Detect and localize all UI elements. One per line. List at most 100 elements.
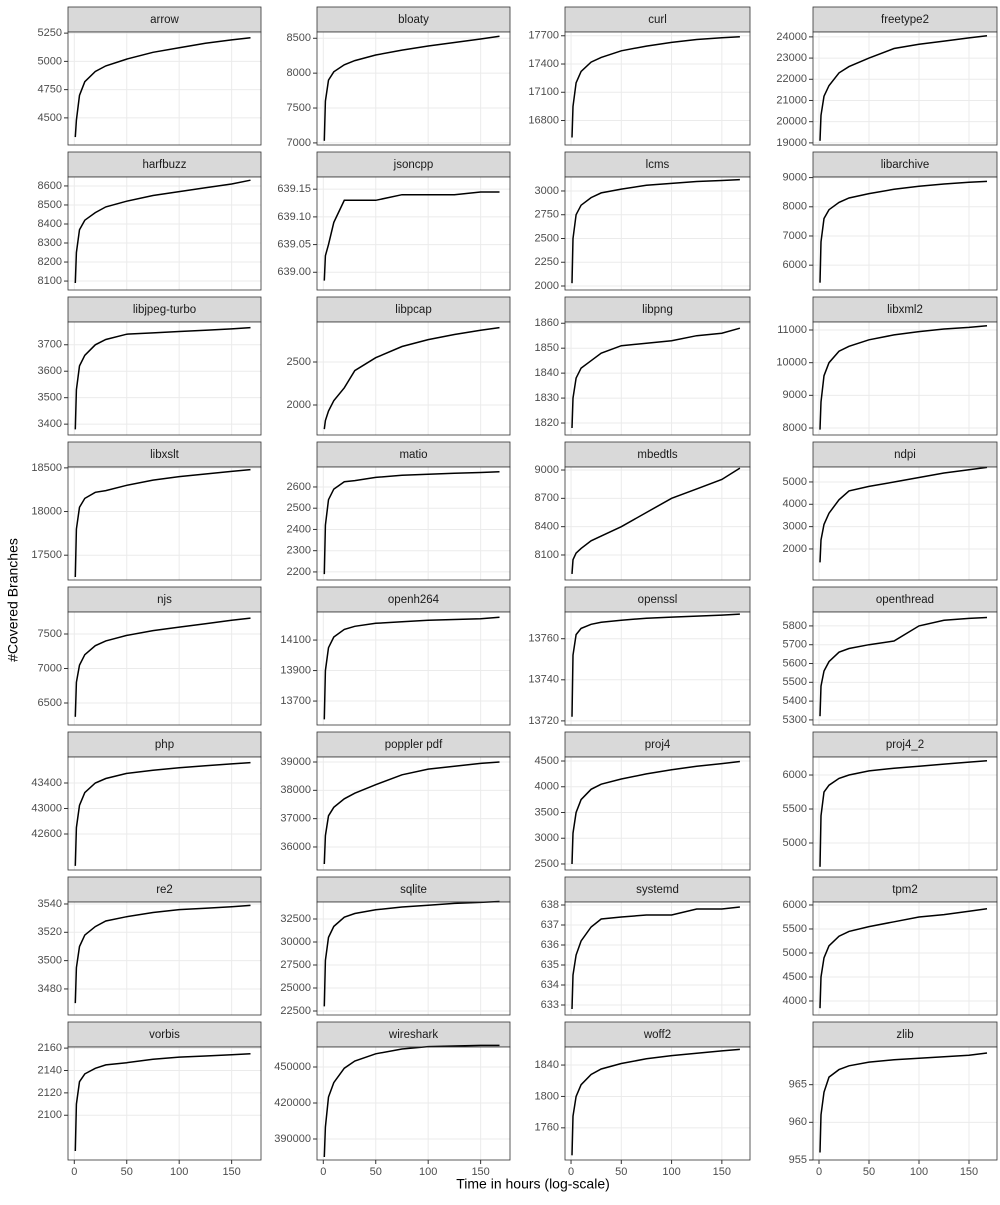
y-tick-label: 6000 bbox=[783, 769, 807, 781]
panel-background bbox=[813, 322, 997, 435]
coverage-line bbox=[819, 759, 988, 867]
y-tick-label: 390000 bbox=[274, 1133, 311, 1145]
y-tick-label: 42600 bbox=[31, 828, 62, 840]
x-axis-title: Time in hours (log-scale) bbox=[456, 1176, 610, 1192]
panel-border bbox=[564, 321, 751, 436]
x-tick-label: 50 bbox=[863, 1166, 875, 1178]
strip bbox=[812, 441, 998, 468]
coverage-line bbox=[571, 613, 740, 717]
y-tick-label: 17400 bbox=[528, 58, 559, 70]
y-tick-label: 17500 bbox=[31, 549, 62, 561]
y-tick-label: 17700 bbox=[528, 30, 559, 42]
x-tick-label: 150 bbox=[960, 1166, 978, 1178]
panel-border bbox=[67, 321, 262, 436]
y-tick-label: 17100 bbox=[528, 86, 559, 98]
coverage-line bbox=[819, 180, 988, 283]
strip-label: re2 bbox=[156, 884, 173, 896]
strip bbox=[67, 586, 262, 613]
coverage-line bbox=[571, 467, 741, 574]
coverage-line bbox=[323, 761, 500, 865]
y-axis-title: #Covered Branches bbox=[5, 538, 21, 662]
y-tick-label: 3400 bbox=[38, 418, 62, 430]
strip-label: tpm2 bbox=[892, 884, 918, 896]
coverage-line bbox=[571, 35, 740, 138]
panel-border bbox=[316, 1046, 511, 1161]
strip-label: mbedtls bbox=[637, 449, 678, 461]
coverage-line bbox=[819, 616, 988, 717]
y-tick-label: 7500 bbox=[38, 628, 62, 640]
panel-border bbox=[812, 756, 998, 871]
y-tick-label: 13720 bbox=[528, 715, 559, 727]
y-tick-label: 20000 bbox=[776, 116, 807, 128]
strip bbox=[316, 151, 511, 178]
y-tick-label: 639.10 bbox=[277, 211, 311, 223]
strip-label: jsoncpp bbox=[393, 159, 434, 171]
coverage-line bbox=[819, 35, 988, 141]
panel-border bbox=[316, 611, 511, 726]
y-tick-label: 6500 bbox=[38, 697, 62, 709]
panel-border bbox=[812, 611, 998, 726]
y-tick-label: 22500 bbox=[280, 1005, 311, 1017]
panel-background bbox=[68, 1047, 261, 1160]
strip bbox=[564, 876, 751, 903]
y-tick-label: 5600 bbox=[783, 657, 807, 669]
y-tick-label: 1840 bbox=[535, 1059, 559, 1071]
y-tick-label: 3700 bbox=[38, 339, 62, 351]
strip-label: njs bbox=[157, 594, 172, 606]
coverage-line bbox=[819, 325, 988, 430]
y-tick-label: 4500 bbox=[783, 971, 807, 983]
y-tick-label: 2750 bbox=[535, 209, 559, 221]
panel-border bbox=[316, 176, 511, 291]
panel-background bbox=[813, 757, 997, 870]
x-tick-label: 0 bbox=[320, 1166, 326, 1178]
y-tick-label: 24000 bbox=[776, 31, 807, 43]
y-tick-label: 4750 bbox=[38, 84, 62, 96]
y-tick-label: 3500 bbox=[38, 392, 62, 404]
strip-label: vorbis bbox=[149, 1029, 180, 1041]
panel-background bbox=[317, 32, 510, 145]
y-tick-label: 2000 bbox=[287, 399, 311, 411]
y-tick-label: 7000 bbox=[783, 230, 807, 242]
panel-border bbox=[316, 31, 511, 146]
strip bbox=[316, 1021, 511, 1048]
y-tick-label: 2120 bbox=[38, 1087, 62, 1099]
coverage-line bbox=[819, 908, 988, 1009]
strip bbox=[812, 1021, 998, 1048]
x-tick-label: 50 bbox=[615, 1166, 627, 1178]
y-tick-label: 13740 bbox=[528, 674, 559, 686]
strip bbox=[316, 876, 511, 903]
panel-background bbox=[317, 612, 510, 725]
strip-label: poppler pdf bbox=[385, 739, 443, 751]
y-tick-label: 32500 bbox=[280, 913, 311, 925]
y-tick-label: 2000 bbox=[783, 543, 807, 555]
strip-label: openh264 bbox=[388, 594, 440, 606]
strip bbox=[812, 151, 998, 178]
panel-border bbox=[564, 31, 751, 146]
y-tick-label: 9000 bbox=[783, 389, 807, 401]
coverage-line bbox=[74, 326, 251, 430]
panel-border bbox=[812, 321, 998, 436]
panel-border bbox=[316, 466, 511, 581]
panel-border bbox=[564, 176, 751, 291]
panel-border bbox=[67, 31, 262, 146]
strip-label: libarchive bbox=[881, 159, 930, 171]
coverage-line bbox=[819, 1052, 988, 1153]
y-tick-label: 1850 bbox=[535, 342, 559, 354]
panel-background bbox=[565, 32, 750, 145]
y-tick-label: 3000 bbox=[783, 521, 807, 533]
y-tick-label: 1830 bbox=[535, 392, 559, 404]
y-tick-label: 6000 bbox=[783, 259, 807, 271]
y-tick-label: 8000 bbox=[783, 422, 807, 434]
strip bbox=[812, 876, 998, 903]
y-tick-label: 2300 bbox=[287, 545, 311, 557]
y-tick-label: 2100 bbox=[38, 1109, 62, 1121]
y-tick-label: 30000 bbox=[280, 936, 311, 948]
y-tick-label: 8000 bbox=[287, 67, 311, 79]
y-tick-label: 638 bbox=[541, 899, 559, 911]
strip bbox=[564, 6, 751, 33]
coverage-line bbox=[571, 178, 740, 284]
y-tick-label: 43000 bbox=[31, 802, 62, 814]
y-tick-label: 3500 bbox=[38, 955, 62, 967]
y-tick-label: 16800 bbox=[528, 114, 559, 126]
